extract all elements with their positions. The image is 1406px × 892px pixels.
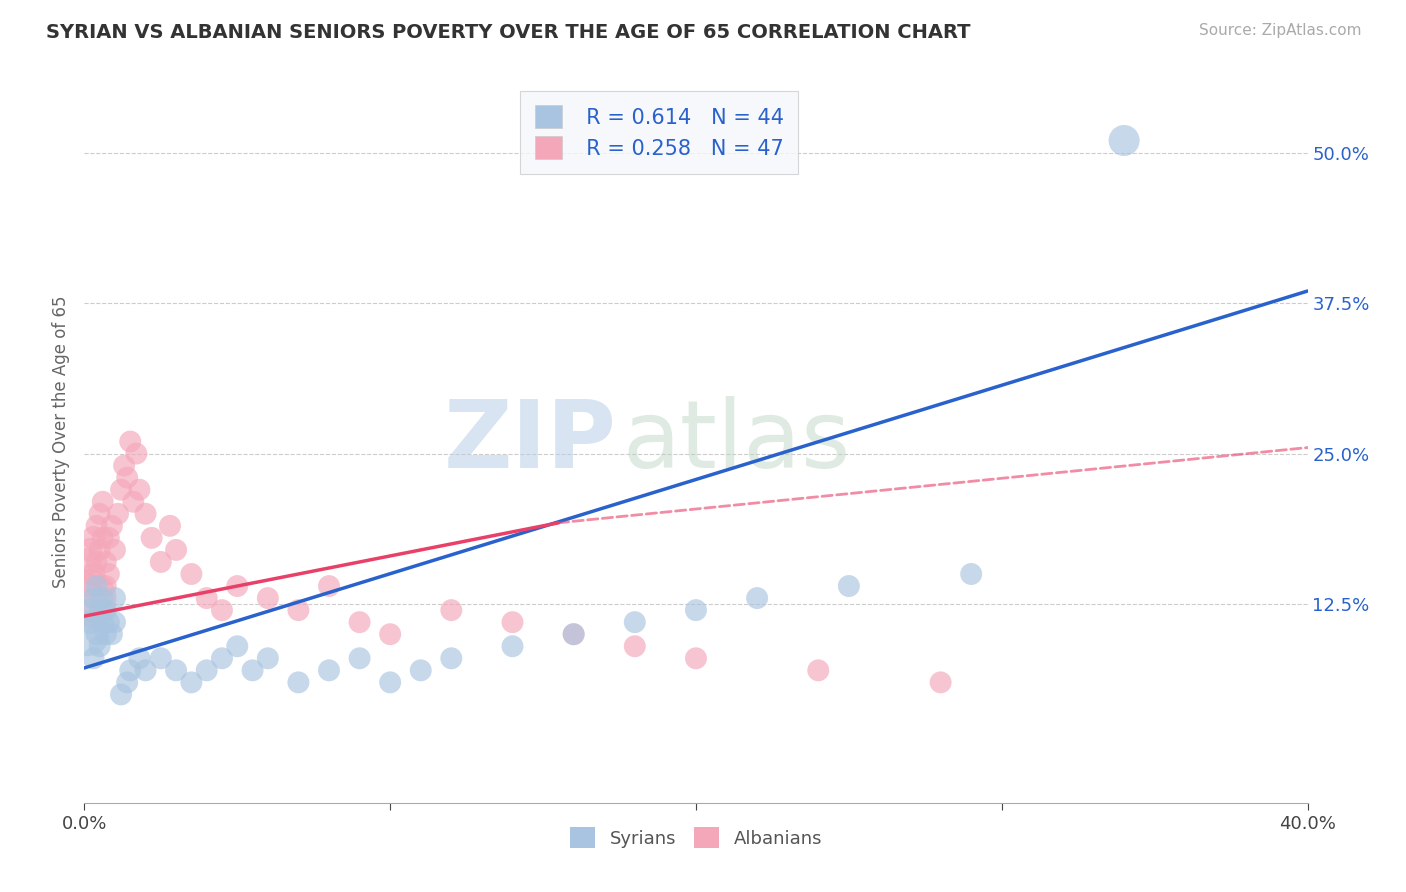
Point xyxy=(91,494,114,508)
Point xyxy=(97,615,120,630)
Point xyxy=(685,651,707,665)
Point xyxy=(838,579,860,593)
Point xyxy=(257,591,280,606)
Point xyxy=(120,664,142,678)
Point xyxy=(440,603,463,617)
Text: atlas: atlas xyxy=(623,395,851,488)
Point xyxy=(97,531,120,545)
Point xyxy=(349,615,371,630)
Point xyxy=(180,567,202,582)
Point xyxy=(502,639,524,653)
Text: ZIP: ZIP xyxy=(443,395,616,488)
Point xyxy=(318,664,340,678)
Point xyxy=(318,579,340,593)
Point xyxy=(79,603,101,617)
Point xyxy=(141,531,163,545)
Point xyxy=(685,603,707,617)
Point xyxy=(91,531,114,545)
Point xyxy=(624,615,647,630)
Point xyxy=(128,483,150,497)
Point xyxy=(135,664,157,678)
Point xyxy=(380,627,402,641)
Point xyxy=(440,651,463,665)
Point xyxy=(624,639,647,653)
Point xyxy=(94,555,117,569)
Point xyxy=(211,603,233,617)
Point xyxy=(211,651,233,665)
Text: Source: ZipAtlas.com: Source: ZipAtlas.com xyxy=(1198,23,1361,38)
Point xyxy=(101,627,124,641)
Point xyxy=(195,664,218,678)
Point xyxy=(89,542,111,557)
Point xyxy=(960,567,983,582)
Point xyxy=(104,542,127,557)
Point xyxy=(287,675,309,690)
Point xyxy=(287,603,309,617)
Point xyxy=(91,615,114,630)
Point xyxy=(747,591,769,606)
Point xyxy=(89,639,111,653)
Point xyxy=(101,519,124,533)
Point xyxy=(380,675,402,690)
Point xyxy=(86,555,108,569)
Text: SYRIAN VS ALBANIAN SENIORS POVERTY OVER THE AGE OF 65 CORRELATION CHART: SYRIAN VS ALBANIAN SENIORS POVERTY OVER … xyxy=(46,23,972,42)
Point xyxy=(94,603,117,617)
Point xyxy=(180,675,202,690)
Point xyxy=(115,471,138,485)
Y-axis label: Seniors Poverty Over the Age of 65: Seniors Poverty Over the Age of 65 xyxy=(52,295,70,588)
Point xyxy=(83,531,105,545)
Point xyxy=(1114,133,1136,147)
Point xyxy=(91,591,114,606)
Point xyxy=(89,603,111,617)
Point xyxy=(502,615,524,630)
Point xyxy=(107,507,129,521)
Point xyxy=(86,627,108,641)
Point xyxy=(165,664,187,678)
Point xyxy=(242,664,264,678)
Point xyxy=(226,579,249,593)
Point xyxy=(257,651,280,665)
Point xyxy=(409,664,432,678)
Point xyxy=(104,615,127,630)
Point xyxy=(807,664,830,678)
Point xyxy=(86,579,108,593)
Point xyxy=(97,567,120,582)
Point xyxy=(110,483,132,497)
Point xyxy=(110,687,132,701)
Point xyxy=(125,446,148,460)
Point xyxy=(929,675,952,690)
Point xyxy=(79,579,101,593)
Point xyxy=(79,542,101,557)
Point xyxy=(94,627,117,641)
Point xyxy=(86,519,108,533)
Point xyxy=(83,591,105,606)
Point xyxy=(159,519,181,533)
Point xyxy=(149,555,172,569)
Point xyxy=(76,627,98,641)
Point xyxy=(195,591,218,606)
Point xyxy=(94,579,117,593)
Point xyxy=(562,627,585,641)
Point xyxy=(120,434,142,449)
Point xyxy=(226,639,249,653)
Point xyxy=(135,507,157,521)
Point xyxy=(115,675,138,690)
Point xyxy=(76,591,98,606)
Point xyxy=(104,591,127,606)
Point xyxy=(562,627,585,641)
Legend: Syrians, Albanians: Syrians, Albanians xyxy=(562,820,830,855)
Point xyxy=(112,458,135,473)
Point xyxy=(128,651,150,665)
Point xyxy=(149,651,172,665)
Point xyxy=(83,651,105,665)
Point xyxy=(165,542,187,557)
Point xyxy=(349,651,371,665)
Point xyxy=(76,555,98,569)
Point xyxy=(122,494,145,508)
Point xyxy=(79,615,101,630)
Point xyxy=(83,567,105,582)
Point xyxy=(89,507,111,521)
